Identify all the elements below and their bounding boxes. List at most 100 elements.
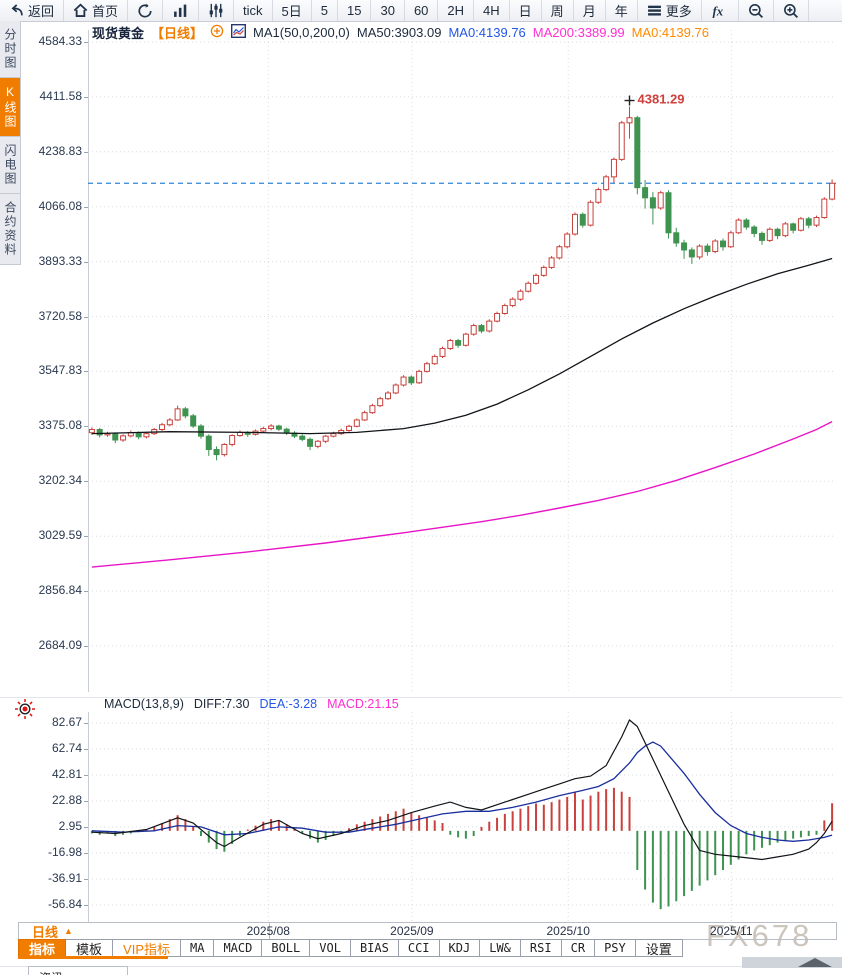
axis-tick bbox=[84, 262, 88, 263]
toolbar-btn-formula[interactable]: fx bbox=[702, 0, 739, 21]
toolbar-btn-home[interactable]: 首页 bbox=[64, 0, 129, 21]
axis-label: 4066.08 bbox=[38, 199, 82, 213]
toolbar-btn-kline-style[interactable] bbox=[199, 0, 235, 21]
macd-dea-value: DEA:-3.28 bbox=[259, 697, 318, 711]
more-icon bbox=[647, 3, 662, 18]
axis-label: -16.98 bbox=[47, 845, 82, 859]
axis-tick bbox=[84, 646, 88, 647]
date-label: 2025/09 bbox=[390, 924, 434, 938]
indicator-tab-settings[interactable]: 设置 bbox=[635, 939, 683, 957]
bottom-scroll-strip[interactable] bbox=[742, 957, 842, 968]
toolbar-btn-label: 月 bbox=[582, 4, 596, 19]
sidebar-tab-kline-chart[interactable]: K线图 bbox=[0, 78, 20, 137]
toolbar-btn-weekly[interactable]: 周 bbox=[542, 0, 574, 21]
toolbar-btn-yearly[interactable]: 年 bbox=[606, 0, 638, 21]
kline-style-icon bbox=[208, 3, 224, 18]
symbol-name: 现货黄金 bbox=[92, 26, 145, 41]
indicator-tab-macd[interactable]: MACD bbox=[214, 939, 263, 957]
toolbar-btn-label: 5日 bbox=[281, 4, 302, 19]
axis-tick bbox=[84, 905, 88, 906]
indicator-tab-cci[interactable]: CCI bbox=[398, 939, 440, 957]
toolbar-btn-label: 2H bbox=[447, 3, 465, 18]
indicator-tab-indicators[interactable]: 指标 bbox=[18, 939, 67, 957]
news-tab-partial[interactable]: 资讯 bbox=[28, 966, 128, 975]
indicator-hot-icon[interactable] bbox=[14, 698, 38, 722]
axis-tick bbox=[84, 317, 88, 318]
sidebar-tab-contract-info[interactable]: 合约资料 bbox=[0, 194, 20, 265]
toolbar-btn-tick[interactable]: tick bbox=[234, 0, 273, 21]
period-selector[interactable]: 日线 ▲ bbox=[19, 923, 270, 940]
sidebar-tab-time-chart[interactable]: 分时图 bbox=[0, 21, 20, 78]
bottom-divider bbox=[0, 966, 842, 967]
toolbar-btn-label: 年 bbox=[614, 4, 628, 19]
toolbar-btn-daily[interactable]: 日 bbox=[510, 0, 542, 21]
macd-header: MACD(13,8,9) DIFF:7.30 DEA:-3.28 MACD:21… bbox=[104, 697, 399, 711]
indicator-tab-rsi[interactable]: RSI bbox=[520, 939, 562, 957]
toolbar-btn-5d[interactable]: 5日 bbox=[273, 0, 312, 21]
top-toolbar: 返回 首页 tick 5日 5 15 30 60 2H 4H 日 周 月 年 更多 fx bbox=[0, 0, 842, 22]
toolbar-btn-label: 4H bbox=[483, 3, 500, 18]
axis-label: -36.91 bbox=[47, 871, 82, 885]
main-candlestick-chart[interactable]: 4381.29 bbox=[88, 30, 836, 692]
axis-tick bbox=[84, 827, 88, 828]
toolbar-btn-4h[interactable]: 4H bbox=[474, 0, 510, 21]
axis-tick bbox=[84, 775, 88, 776]
date-label: 2025/10 bbox=[546, 924, 590, 938]
macd-indicator-chart[interactable] bbox=[88, 712, 836, 922]
axis-label: 62.74 bbox=[51, 741, 82, 755]
expand-panel-icon[interactable] bbox=[798, 958, 832, 967]
axis-label: 2684.09 bbox=[38, 638, 82, 652]
axis-tick bbox=[84, 536, 88, 537]
ma0-value-orange: MA0:4139.76 bbox=[631, 25, 709, 40]
axis-tick bbox=[84, 591, 88, 592]
toolbar-btn-60m[interactable]: 60 bbox=[405, 0, 439, 21]
indicator-tab-vol[interactable]: VOL bbox=[310, 939, 351, 957]
formula-icon: fx bbox=[711, 3, 729, 18]
ma50-value: MA50:3903.09 bbox=[356, 25, 442, 40]
indicator-tab-lw[interactable]: LW& bbox=[480, 939, 521, 957]
toolbar-btn-zoom-out[interactable] bbox=[739, 0, 774, 21]
indicator-tabbar: 指标 模板 VIP指标 MA MACD BOLL VOL BIAS CCI KDJ LW& RSI CR… bbox=[18, 939, 683, 957]
toolbar-btn-more[interactable]: 更多 bbox=[638, 0, 702, 21]
toolbar-btn-bar-chart-view[interactable] bbox=[163, 0, 200, 21]
toolbar-btn-zoom-in[interactable] bbox=[774, 0, 809, 21]
toolbar-btn-monthly[interactable]: 月 bbox=[574, 0, 606, 21]
period-tag: 【日线】 bbox=[151, 26, 204, 41]
add-compare-icon[interactable] bbox=[210, 24, 224, 41]
toolbar-btn-refresh[interactable] bbox=[128, 0, 164, 21]
indicator-tab-psy[interactable]: PSY bbox=[595, 939, 636, 957]
ma-settings: MA1(50,0,200,0) bbox=[253, 25, 350, 40]
axis-label: 4584.33 bbox=[38, 34, 82, 48]
axis-tick bbox=[84, 853, 88, 854]
indicator-tab-bias[interactable]: BIAS bbox=[350, 939, 399, 957]
macd-diff-value: DIFF:7.30 bbox=[193, 697, 250, 711]
sidebar-tab-lightning-chart[interactable]: 闪电图 bbox=[0, 137, 20, 194]
axis-label: 3202.34 bbox=[38, 473, 82, 487]
indicator-tab-kdj[interactable]: KDJ bbox=[439, 939, 481, 957]
indicator-tab-cr[interactable]: CR bbox=[561, 939, 596, 957]
date-label: 2025/08 bbox=[246, 924, 290, 938]
axis-label: 3375.08 bbox=[38, 418, 82, 432]
axis-tick bbox=[84, 97, 88, 98]
axis-label: 2.95 bbox=[58, 819, 82, 833]
axis-label: 3893.33 bbox=[38, 254, 82, 268]
toolbar-btn-15m[interactable]: 15 bbox=[338, 0, 372, 21]
macd-params: MACD(13,8,9) bbox=[104, 697, 184, 711]
indicator-tab-templates[interactable]: 模板 bbox=[66, 939, 114, 957]
indicator-tab-boll[interactable]: BOLL bbox=[262, 939, 311, 957]
period-selector-label: 日线 bbox=[32, 924, 59, 940]
toolbar-btn-back[interactable]: 返回 bbox=[0, 0, 65, 21]
toolbar-btn-5m[interactable]: 5 bbox=[312, 0, 338, 21]
indicator-tab-vip-indicators[interactable]: VIP指标 bbox=[113, 939, 181, 957]
axis-label: 2856.84 bbox=[38, 583, 82, 597]
fx678-watermark: FX678 bbox=[706, 918, 813, 953]
toolbar-btn-2h[interactable]: 2H bbox=[438, 0, 475, 21]
toolbar-btn-30m[interactable]: 30 bbox=[371, 0, 405, 21]
indicator-tab-ma[interactable]: MA bbox=[181, 939, 215, 957]
ma200-value: MA200:3389.99 bbox=[532, 25, 625, 40]
axis-tick bbox=[84, 207, 88, 208]
toolbar-btn-label: 30 bbox=[380, 3, 395, 18]
chart-header: 现货黄金 【日线】 MA1(50,0,200,0) MA50:3903.09 M… bbox=[92, 23, 709, 42]
back-icon bbox=[9, 3, 24, 18]
